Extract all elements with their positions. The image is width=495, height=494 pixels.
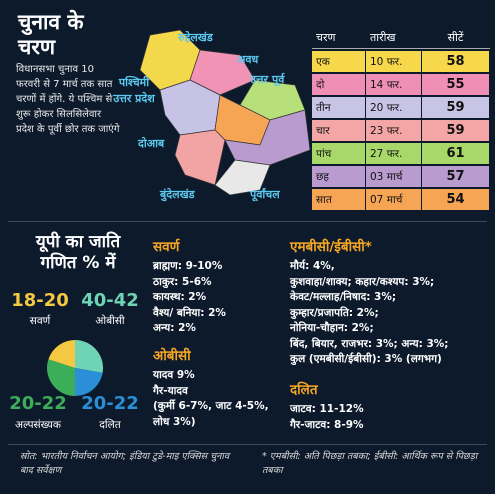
table-row: पांच 27 फर. 61: [312, 143, 490, 164]
caste-title: यूपी का जाति गणित % में: [35, 232, 121, 273]
pie: [47, 339, 104, 397]
group-value: 20-22: [9, 393, 67, 414]
section-line: ब्राह्मण: 9-10%: [153, 260, 223, 272]
section-heading: एमबीसी/ईबीसी*: [290, 239, 372, 255]
table-cell: 20 फर.: [366, 97, 422, 118]
table-cell: 54: [422, 189, 490, 210]
region-label: रुहेलखंड: [178, 31, 213, 44]
column-header: तारीख: [366, 27, 422, 48]
section-line: ठाकुर: 5-6%: [153, 275, 212, 288]
title: चुनाव के चरण: [18, 10, 84, 59]
table-row: सात 07 मार्च 54: [312, 189, 490, 210]
table-cell: 07 मार्च: [366, 189, 422, 210]
section: दलित जाटव: 11-12% गैर-जाटव: 8-9%: [290, 380, 364, 433]
column-header: चरण: [312, 27, 366, 48]
group-value: 18-20: [11, 290, 69, 311]
table-cell: 55: [422, 74, 490, 95]
description: विधानसभा चुनाव 10 फरवरी से 7 मार्च तक सा…: [16, 64, 120, 135]
section-line: कायस्थ: 2%: [153, 291, 207, 303]
section-line: लोध 3%): [153, 415, 196, 428]
section-line: वैश्य/ बनिया: 2%: [153, 306, 226, 319]
group-label: दलित: [99, 419, 121, 431]
table-row: छह 03 मार्च 57: [312, 166, 490, 187]
table-header: चरण तारीख सीटें: [312, 27, 490, 49]
note: * एमबीसी: अति पिछड़ा तबका; ईबीसी: आर्थिक…: [262, 451, 478, 476]
table-cell: 58: [422, 51, 490, 72]
section-line: अन्य: 2%: [153, 322, 196, 334]
section-heading: ओबीसी: [153, 348, 191, 364]
region-label: दोआब: [138, 137, 165, 150]
table-cell: 27 फर.: [366, 143, 422, 164]
region-label: बुंदेलखंड: [160, 188, 195, 201]
section-line: जाटव: 11-12%: [290, 403, 364, 415]
table-cell: तीन: [312, 97, 366, 118]
table-cell: चार: [312, 120, 366, 141]
table-cell: 59: [422, 120, 490, 141]
table-cell: 10 फर.: [366, 51, 422, 72]
section-line: गैर-यादव: [153, 384, 188, 397]
group-label: ओबीसी: [95, 315, 125, 327]
table-cell: 61: [422, 143, 490, 164]
region-label: अवध: [237, 53, 259, 66]
phase-table: चरण तारीख सीटें एक 10 फर. 58 दो 14 फर. 55 तीन 2…: [312, 27, 490, 212]
section: सवर्ण ब्राह्मण: 9-10% ठाकुर: 5-6% कायस्थ: 2…: [153, 237, 226, 337]
section-heading: दलित: [290, 382, 318, 398]
table-row: तीन 20 फर. 59: [312, 97, 490, 118]
group-value: 40-42: [81, 290, 139, 311]
region-label: उत्तर पूर्व: [250, 73, 285, 86]
section-line: कुम्हार/प्रजापति: 2%;: [290, 306, 379, 319]
divider: [8, 444, 487, 445]
map: [139, 29, 311, 196]
column-header: सीटें: [422, 27, 490, 48]
section: एमबीसी/ईबीसी* मौर्य: 4%, कुशवाहा/शाक्य; कह…: [290, 237, 449, 368]
section-line: यादव 9%: [153, 369, 195, 381]
table-cell: दो: [312, 74, 366, 95]
section-line: बिंद, बियार, राजभर: 3%; अन्य: 3%;: [290, 337, 449, 350]
table-row: एक 10 फर. 58: [312, 51, 490, 72]
region-label: पूर्वांचल: [250, 188, 280, 201]
table-cell: 59: [422, 97, 490, 118]
section-line: गैर-जाटव: 8-9%: [290, 418, 364, 431]
table-cell: 03 मार्च: [366, 166, 422, 187]
table-cell: 57: [422, 166, 490, 187]
divider: [8, 221, 487, 222]
table-cell: सात: [312, 189, 366, 210]
table-cell: एक: [312, 51, 366, 72]
table-row: चार 23 फर. 59: [312, 120, 490, 141]
section-line: कुल (एमबीसी/ईबीसी): 3% (लगभग): [290, 353, 442, 365]
table-cell: 23 फर.: [366, 120, 422, 141]
section-line: केवट/मल्लाह/निषाद: 3%;: [290, 291, 397, 303]
section-line: (कुर्मी 6-7%, जाट 4-5%,: [153, 400, 269, 412]
group-label: अल्पसंख्यक: [15, 419, 61, 431]
section: ओबीसी यादव 9% गैर-यादव (कुर्मी 6-7%, जाट 4-…: [153, 346, 269, 430]
table-cell: 14 फर.: [366, 74, 422, 95]
section-heading: सवर्ण: [153, 239, 180, 255]
group-label: सवर्ण: [29, 315, 51, 327]
section-line: नोनिया-चौहान: 2%;: [290, 322, 374, 334]
group-value: 20-22: [81, 393, 139, 414]
section-line: कुशवाहा/शाक्य; कहार/कश्यप: 3%;: [290, 275, 435, 288]
region-label: पश्चिमी उत्तर प्रदेश: [113, 76, 155, 105]
source: स्रोत: भारतीय निर्वाचन आयोग; इंडिया टुडे…: [20, 451, 230, 476]
table-cell: पांच: [312, 143, 366, 164]
section-line: मौर्य: 4%,: [290, 260, 335, 272]
table-row: दो 14 फर. 55: [312, 74, 490, 95]
table-cell: छह: [312, 166, 366, 187]
